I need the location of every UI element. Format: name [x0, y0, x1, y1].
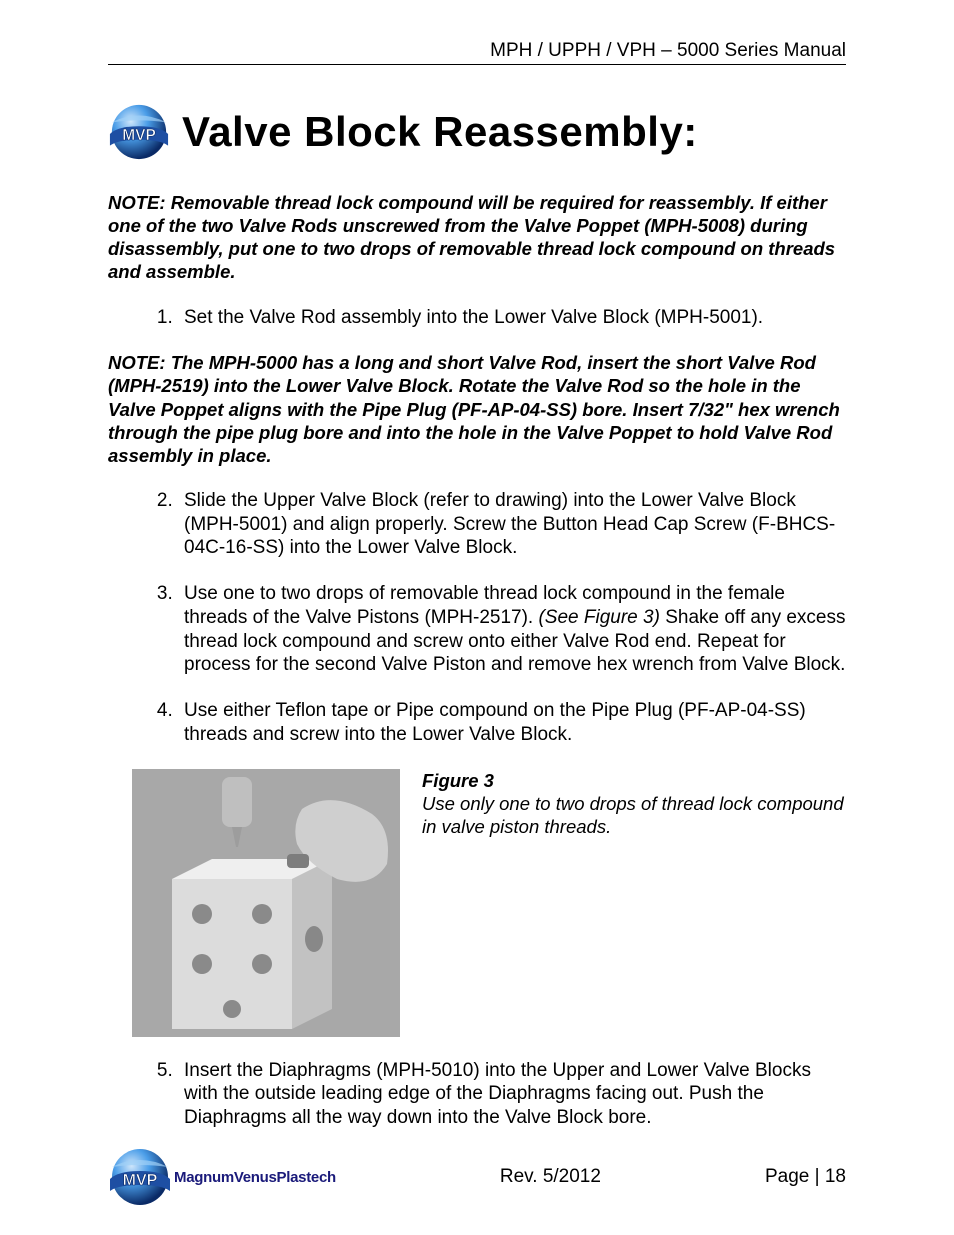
figure-label: Figure 3	[422, 769, 846, 792]
footer-company-name: MagnumVenusPlastech	[174, 1169, 336, 1186]
figure-caption: Figure 3 Use only one to two drops of th…	[422, 769, 846, 838]
step-item: Insert the Diaphragms (MPH-5010) into th…	[178, 1059, 846, 1130]
mvp-logo-icon: MVP	[108, 1145, 172, 1209]
footer: MVP MagnumVenusPlastech Rev. 5/2012 Page…	[108, 1145, 846, 1209]
step-item: Slide the Upper Valve Block (refer to dr…	[178, 489, 846, 560]
note-2: NOTE: The MPH-5000 has a long and short …	[108, 351, 846, 467]
page: MPH / UPPH / VPH – 5000 Series Manual MV…	[0, 0, 954, 1235]
steps-list-1: Set the Valve Rod assembly into the Lowe…	[108, 306, 846, 330]
steps-list-2: Slide the Upper Valve Block (refer to dr…	[108, 489, 846, 747]
figure-caption-text: Use only one to two drops of thread lock…	[422, 793, 844, 837]
figure-row: Figure 3 Use only one to two drops of th…	[132, 769, 846, 1037]
step-item: Use one to two drops of removable thread…	[178, 582, 846, 677]
see-figure-ref: (See Figure 3)	[538, 607, 659, 628]
title-row: MVP Valve Block Reassembly:	[108, 101, 846, 163]
figure-3-image	[132, 769, 400, 1037]
step-item: Use either Teflon tape or Pipe compound …	[178, 699, 846, 747]
header-text: MPH / UPPH / VPH – 5000 Series Manual	[108, 40, 846, 65]
steps-list-3: Insert the Diaphragms (MPH-5010) into th…	[108, 1059, 846, 1130]
footer-page-number: Page | 18	[765, 1166, 846, 1188]
page-title: Valve Block Reassembly:	[182, 108, 698, 156]
footer-revision: Rev. 5/2012	[500, 1166, 601, 1188]
svg-text:MVP: MVP	[123, 1172, 158, 1189]
mvp-logo-icon: MVP	[108, 101, 170, 163]
footer-logo: MVP MagnumVenusPlastech	[108, 1145, 336, 1209]
step-item: Set the Valve Rod assembly into the Lowe…	[178, 306, 846, 330]
logo-badge-text: MVP	[122, 127, 156, 144]
note-1: NOTE: Removable thread lock compound wil…	[108, 191, 846, 284]
